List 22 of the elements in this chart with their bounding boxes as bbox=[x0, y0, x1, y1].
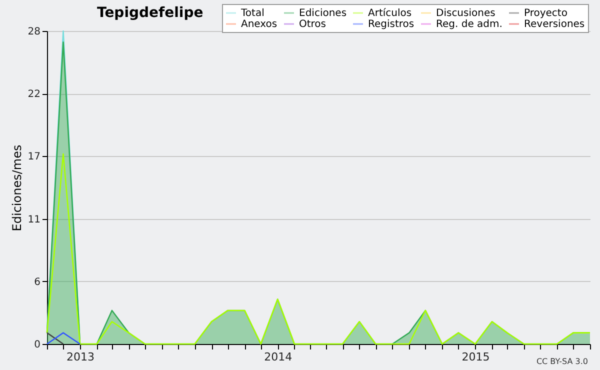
text: CC BY-SA 3.0 bbox=[536, 357, 588, 366]
legend-label: Reg. de adm. bbox=[436, 19, 502, 30]
legend-label: Discusiones bbox=[436, 8, 496, 19]
y-tick-label: 28 bbox=[28, 26, 40, 38]
x-tick-label: 2013 bbox=[66, 350, 95, 364]
legend-label: Otros bbox=[299, 19, 326, 30]
y-axis-title: Ediciones/mes bbox=[10, 144, 24, 232]
legend-label: Artículos bbox=[368, 8, 412, 19]
x-tick-label: 2014 bbox=[264, 350, 292, 364]
legend-label: Proyecto bbox=[524, 8, 568, 19]
legend-label: Registros bbox=[368, 19, 414, 30]
x-tick-label: 2015 bbox=[462, 350, 490, 364]
legend-label: Reversiones bbox=[524, 19, 585, 30]
y-tick-label: 11 bbox=[28, 214, 40, 226]
y-tick-label: 6 bbox=[34, 276, 40, 288]
legend-label: Anexos bbox=[241, 19, 278, 30]
legend-label: Total bbox=[240, 8, 264, 19]
chart-title: Tepigdefelipe bbox=[97, 5, 204, 21]
y-tick-label: 17 bbox=[28, 152, 40, 163]
legend-label: Ediciones bbox=[299, 8, 347, 19]
y-tick-label: 0 bbox=[34, 340, 40, 350]
y-tick-label: 22 bbox=[28, 89, 40, 100]
